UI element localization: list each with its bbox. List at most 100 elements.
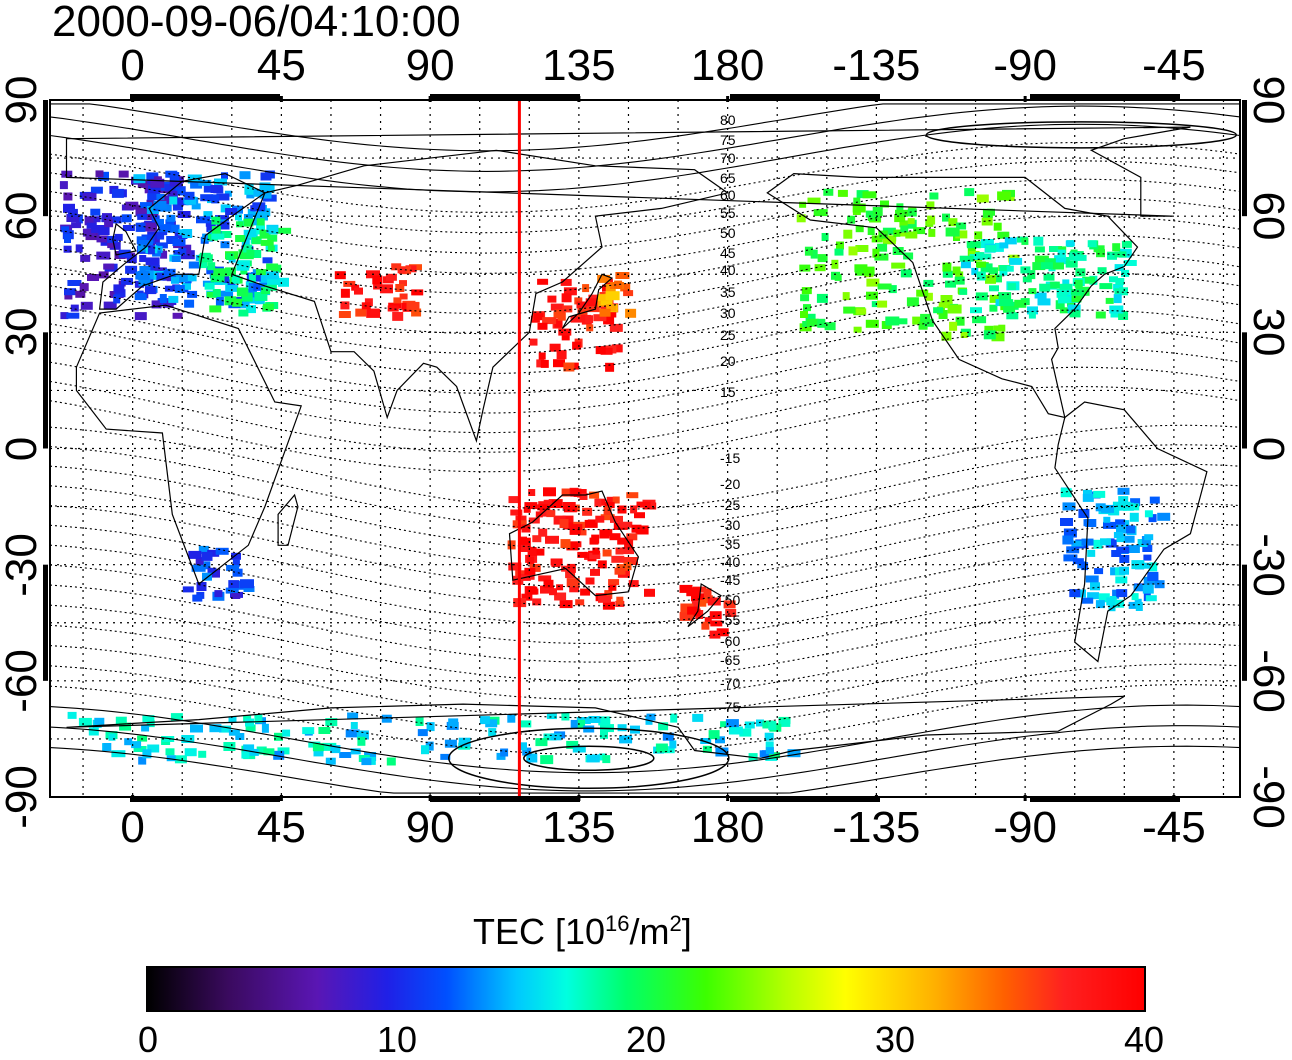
tec-sample-7-47 [955, 271, 964, 281]
tec-sample-1-56 [168, 295, 179, 303]
tec-sample-0-120 [98, 271, 109, 279]
tec-sample-12-29 [170, 713, 183, 722]
tec-sample-9-80 [1063, 554, 1078, 562]
tec-sample-9-55 [1116, 589, 1128, 598]
tec-sample-12-146 [330, 745, 341, 754]
plot-frame [49, 99, 1241, 798]
tec-sample-7-120 [834, 248, 844, 256]
tec-sample-9-60 [1093, 539, 1103, 549]
y-tick-label-right: -60 [1244, 649, 1292, 713]
tec-sample-12-50 [302, 727, 315, 735]
tec-sample-7-154 [945, 227, 960, 237]
tec-sample-0-77 [63, 245, 72, 253]
tec-sample-0-50 [60, 312, 69, 320]
tec-sample-12-147 [417, 729, 428, 737]
x-tick-mark [279, 795, 283, 801]
tec-sample-6-5 [623, 290, 634, 297]
tec-sample-12-159 [325, 757, 336, 765]
tec-sample-9-35 [1087, 549, 1096, 557]
tec-sample-9-18 [1149, 496, 1160, 504]
tec-sample-10-95 [628, 580, 639, 588]
tec-sample-10-105 [623, 562, 632, 571]
tec-sample-3-0 [202, 561, 211, 570]
tec-sample-8-101 [1006, 312, 1019, 320]
tec-sample-9-24 [1112, 589, 1120, 599]
tec-sample-5-52 [557, 312, 566, 321]
contour-label: 30 [720, 305, 736, 321]
tec-sample-9-29 [1094, 568, 1104, 575]
tec-sample-7-67 [843, 306, 856, 314]
contour-label: 75 [720, 132, 736, 148]
contour-label: -55 [720, 612, 740, 628]
tec-sample-8-59 [1003, 305, 1016, 313]
tec-sample-4-10 [392, 311, 404, 321]
tec-sample-10-101 [624, 539, 634, 549]
tec-sample-1-111 [184, 274, 197, 282]
contour-label: -20 [720, 476, 740, 492]
tec-sample-5-55 [572, 341, 582, 350]
tec-sample-8-71 [1039, 283, 1051, 292]
tec-sample-1-136 [153, 200, 167, 209]
tec-sample-7-65 [997, 191, 1012, 201]
tec-sample-11-11 [703, 588, 712, 598]
tec-sample-0-143 [151, 215, 160, 223]
tec-sample-7-61 [800, 311, 808, 318]
tec-sample-7-104 [837, 189, 848, 197]
tec-sample-4-3 [355, 308, 367, 317]
tec-sample-7-94 [896, 203, 904, 212]
contour--45 [49, 582, 1241, 663]
tec-sample-7-155 [907, 218, 915, 225]
tec-sample-0-123 [139, 255, 147, 262]
tec-sample-10-9 [515, 515, 527, 522]
tec-sample-12-152 [519, 720, 532, 728]
tec-sample-0-76 [175, 188, 184, 196]
tec-sample-12-70 [273, 750, 285, 760]
tec-sample-12-57 [198, 750, 207, 758]
contour-40 [49, 253, 1241, 335]
tec-sample-2-28 [259, 229, 271, 239]
tec-sample-5-46 [537, 278, 549, 285]
tec-sample-1-84 [214, 178, 227, 186]
tec-sample-1-125 [244, 186, 254, 195]
tec-sample-11-5 [679, 584, 693, 593]
tec-sample-7-76 [952, 266, 961, 275]
tec-sample-10-12 [535, 511, 543, 518]
x-tick-label-bottom: -90 [993, 803, 1057, 852]
x-tick-label-top: -90 [993, 41, 1057, 90]
tec-sample-0-99 [91, 225, 106, 233]
tec-sample-7-137 [989, 294, 999, 303]
tec-sample-1-33 [220, 290, 234, 297]
tec-sample-8-12 [960, 260, 971, 269]
tec-sample-8-109 [976, 271, 986, 281]
tec-sample-12-93 [526, 753, 538, 763]
tec-sample-1-95 [200, 194, 214, 202]
tec-sample-10-57 [600, 514, 615, 521]
contour-label: 25 [720, 327, 736, 343]
contour-85 [50, 103, 1240, 152]
tec-sample-10-68 [612, 496, 620, 504]
tec-sample-4-2 [399, 280, 407, 287]
tec-sample-5-15 [561, 334, 570, 341]
tec-sample-2-59 [204, 282, 215, 290]
tec-sample-7-48 [880, 200, 889, 208]
tec-sample-0-138 [113, 294, 121, 304]
tec-sample-7-113 [801, 287, 812, 295]
tec-sample-10-124 [575, 599, 585, 606]
tec-sample-10-19 [556, 584, 564, 591]
tec-sample-1-9 [146, 206, 159, 214]
tec-sample-12-154 [67, 711, 77, 719]
tec-sample-1-88 [239, 171, 251, 180]
tec-sample-8-80 [971, 267, 979, 275]
tec-sample-6-0 [620, 283, 631, 292]
tec-sample-12-132 [540, 755, 554, 765]
tec-sample-9-77 [1095, 600, 1105, 609]
tec-sample-9-81 [1118, 496, 1129, 505]
tec-sample-10-71 [616, 596, 624, 605]
tec-sample-10-0 [644, 588, 655, 597]
tec-sample-9-0 [1130, 498, 1141, 507]
tec-sample-12-144 [787, 749, 801, 758]
coastlines [65, 126, 1208, 759]
tec-sample-0-83 [107, 242, 115, 249]
tec-sample-9-14 [1145, 595, 1157, 602]
tec-sample-9-39 [1143, 554, 1152, 561]
